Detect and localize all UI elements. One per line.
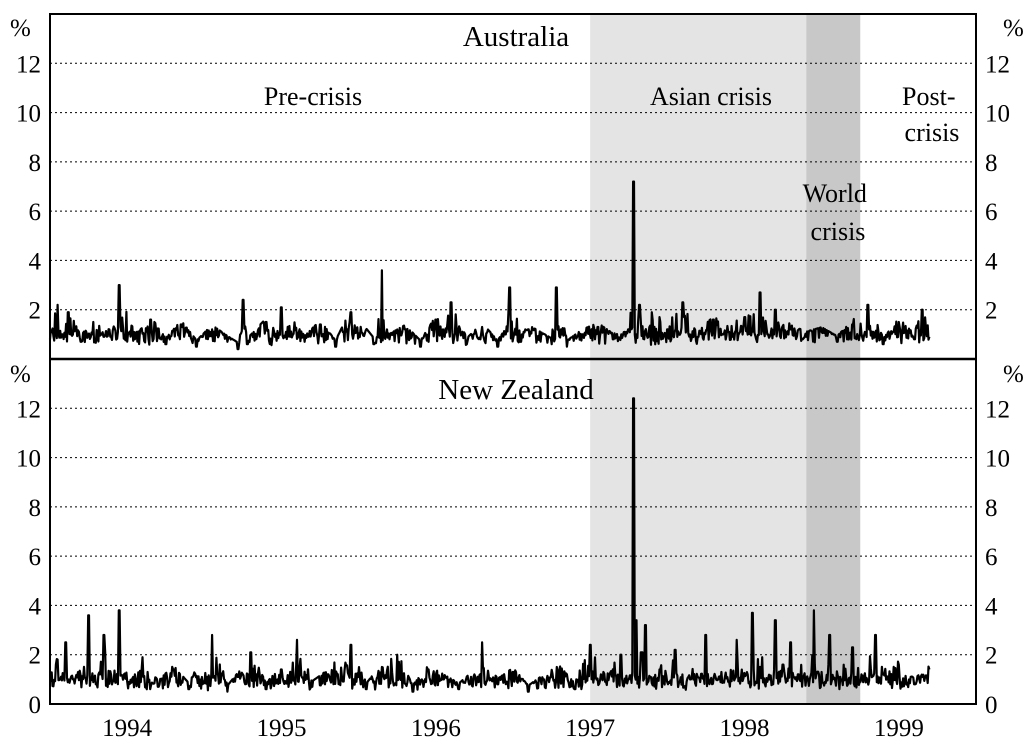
x-tick-label: 1997	[565, 715, 615, 742]
y-tick-label-right: 6	[985, 199, 998, 226]
new-zealand-series	[48, 397, 931, 693]
x-tick-label: 1994	[102, 715, 153, 742]
y-tick-label-right: 10	[985, 446, 1010, 473]
x-tick-label: 1996	[411, 715, 461, 742]
y-tick-label-right: 12	[985, 51, 1010, 78]
y-tick-label-right: 10	[985, 101, 1010, 128]
top-panel-gridlines	[50, 62, 976, 311]
y-tick-label-left: 8	[29, 150, 42, 177]
y-tick-label-left: 4	[29, 593, 42, 620]
y-tick-label-left: 10	[16, 446, 41, 473]
bottom-panel-gridlines	[50, 407, 976, 656]
top-panel-tick-labels: 2 2 4 4 6 6 8 8 10 10 12 12	[16, 51, 1010, 324]
australia-series	[48, 180, 931, 351]
series-line	[48, 180, 931, 351]
y-tick-label-right: 6	[985, 544, 998, 571]
y-tick-label-left: 2	[29, 643, 42, 670]
y-tick-label-left: 2	[29, 298, 42, 325]
y-tick-label-left: 6	[29, 199, 42, 226]
y-tick-label-left: 10	[16, 101, 41, 128]
y-tick-label-left: 6	[29, 544, 42, 571]
bottom-panel-tick-labels: 0 0 2 2 4 4 6 6 8 8 10 10 12 12	[16, 396, 1010, 719]
y-tick-label-left: 8	[29, 495, 42, 522]
y-tick-label-right: 2	[985, 298, 998, 325]
x-tick-label: 1995	[257, 715, 307, 742]
post-crisis-label: Post- crisis	[902, 82, 962, 147]
y-tick-label-right: 2	[985, 643, 998, 670]
new-zealand-title: New Zealand	[438, 374, 594, 406]
y-tick-label-right: 12	[985, 396, 1010, 423]
y-tick-label-left: 4	[29, 248, 42, 275]
top-right-unit-label: %	[1003, 15, 1024, 42]
australia-title: Australia	[463, 21, 569, 53]
y-tick-label-right: 4	[985, 248, 998, 275]
bottom-left-unit-label: %	[10, 361, 31, 388]
y-tick-label-left: 12	[16, 51, 41, 78]
y-tick-label-left: 0	[29, 692, 42, 719]
y-tick-label-right: 8	[985, 495, 998, 522]
x-tick-label: 1999	[874, 715, 924, 742]
bottom-right-unit-label: %	[1003, 361, 1024, 388]
asian-crisis-label: Asian crisis	[650, 82, 772, 111]
y-tick-label-right: 8	[985, 150, 998, 177]
series-line	[48, 397, 931, 693]
x-tick-label: 1998	[720, 715, 770, 742]
y-tick-label-right: 0	[985, 692, 998, 719]
top-left-unit-label: %	[10, 15, 31, 42]
y-tick-label-right: 4	[985, 593, 998, 620]
pre-crisis-label: Pre-crisis	[264, 82, 362, 111]
x-axis-tick-labels: 1994 1995 1996 1997 1998 1999	[102, 715, 924, 742]
y-tick-label-left: 12	[16, 396, 41, 423]
world-crisis-label: World crisis	[803, 179, 874, 246]
